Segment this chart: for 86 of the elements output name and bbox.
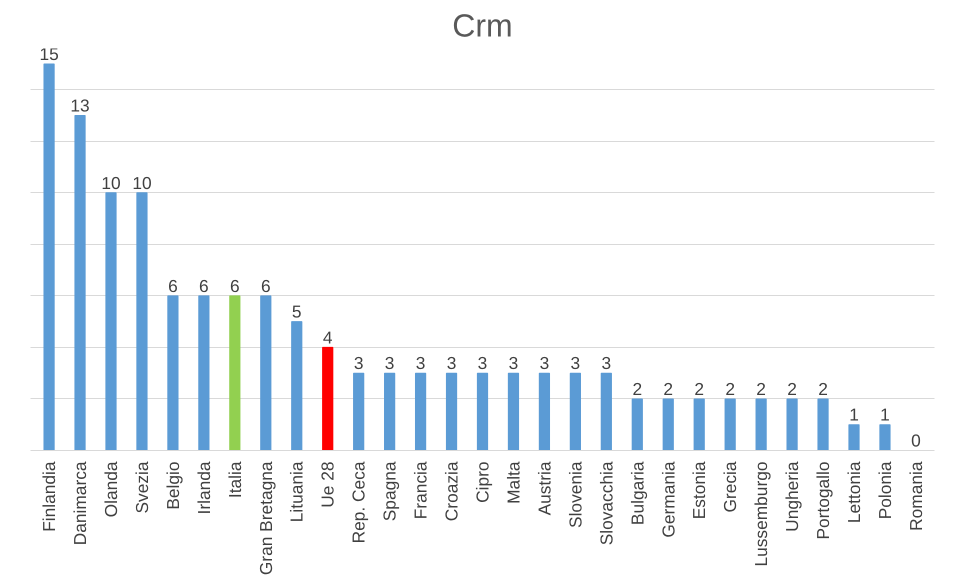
data-label: 2: [632, 378, 642, 399]
bar: [724, 398, 736, 450]
bar: [508, 372, 520, 450]
data-label: 5: [292, 302, 302, 322]
data-label: 2: [663, 378, 674, 399]
data-label: 6: [199, 276, 209, 296]
x-tick-label: Lituania: [286, 461, 307, 522]
x-tick-label: Svezia: [132, 461, 152, 514]
bar: [353, 372, 364, 450]
bar: [600, 372, 612, 450]
data-label: 3: [384, 353, 394, 374]
x-tick-label: Francia: [410, 461, 431, 520]
x-tick-label: Olanda: [100, 461, 121, 518]
x-tick-label: Lussemburgo: [751, 461, 772, 566]
x-tick-label: Polonia: [874, 461, 895, 520]
x-tick-label: Portogallo: [813, 461, 834, 540]
x-tick-label: Croazia: [442, 461, 462, 522]
x-tick-label: Rep. Ceca: [348, 461, 369, 544]
bar: [384, 372, 396, 450]
bar: [817, 398, 829, 450]
x-tick-label: Slovacchia: [596, 461, 616, 546]
bar: [167, 295, 179, 450]
bar: [848, 424, 860, 450]
x-tick-label: Irlanda: [194, 461, 214, 514]
x-tick-label: Spagna: [380, 461, 400, 522]
x-tick-label: Austria: [534, 461, 554, 516]
bar: [43, 63, 55, 450]
bar: [662, 398, 674, 450]
data-label: 3: [540, 353, 550, 374]
data-label: 10: [101, 172, 121, 193]
x-tick-label: Gran Bretagna: [256, 461, 276, 576]
x-tick-label: Lettonia: [844, 461, 864, 524]
x-tick-label: Romania: [906, 461, 926, 531]
bar: [476, 372, 488, 450]
bar: [879, 424, 891, 450]
data-label: 0: [911, 430, 921, 450]
x-tick-label: Cipro: [472, 461, 492, 503]
data-label: 2: [756, 378, 766, 399]
bar: [260, 295, 272, 450]
bar: [632, 398, 643, 450]
x-tick-label: Italia: [224, 461, 245, 498]
bar: [756, 398, 767, 450]
x-tick-label: Estonia: [689, 461, 710, 520]
x-tick-label: Germania: [658, 461, 678, 538]
data-label: 2: [725, 378, 735, 399]
data-label: 4: [322, 327, 333, 348]
x-tick-label: Finlandia: [39, 461, 60, 532]
bar: [414, 372, 426, 450]
data-label: 3: [354, 353, 364, 374]
data-label: 13: [70, 96, 90, 116]
data-label: 2: [818, 378, 828, 399]
chart-title: Crm: [452, 8, 513, 44]
bar: [694, 398, 705, 450]
data-label: 3: [446, 353, 456, 374]
x-tick-label: Ungheria: [782, 461, 802, 532]
data-label: 2: [694, 378, 704, 399]
x-tick-label: Bulgaria: [627, 461, 648, 526]
bar: [136, 192, 148, 450]
data-label: 6: [168, 276, 178, 296]
bar: [291, 321, 302, 450]
bar: [198, 295, 210, 450]
x-tick-label: Malta: [503, 461, 524, 504]
bar: [105, 192, 117, 450]
x-tick-label: Slovenia: [565, 461, 586, 528]
bar: [570, 372, 581, 450]
data-label: 10: [132, 172, 152, 193]
data-label: 1: [849, 404, 859, 425]
bar: [74, 115, 86, 450]
x-tick-label: Belgio: [162, 461, 183, 510]
data-label: 2: [787, 378, 797, 399]
data-label: 1: [880, 404, 890, 425]
data-label: 3: [508, 353, 518, 374]
data-label: 6: [260, 276, 271, 296]
data-label: 6: [230, 276, 240, 296]
bar: [446, 372, 458, 450]
data-label: 3: [602, 353, 612, 374]
data-label: 3: [416, 353, 426, 374]
data-label: 3: [570, 353, 580, 374]
bar: [229, 295, 240, 450]
x-tick-label: Grecia: [720, 461, 740, 513]
bar: [322, 346, 334, 450]
bar: [538, 372, 550, 450]
x-tick-label: Danimarca: [70, 461, 90, 546]
x-tick-label: Ue 28: [318, 461, 338, 508]
bar: [786, 398, 798, 450]
data-label: 3: [478, 353, 488, 374]
